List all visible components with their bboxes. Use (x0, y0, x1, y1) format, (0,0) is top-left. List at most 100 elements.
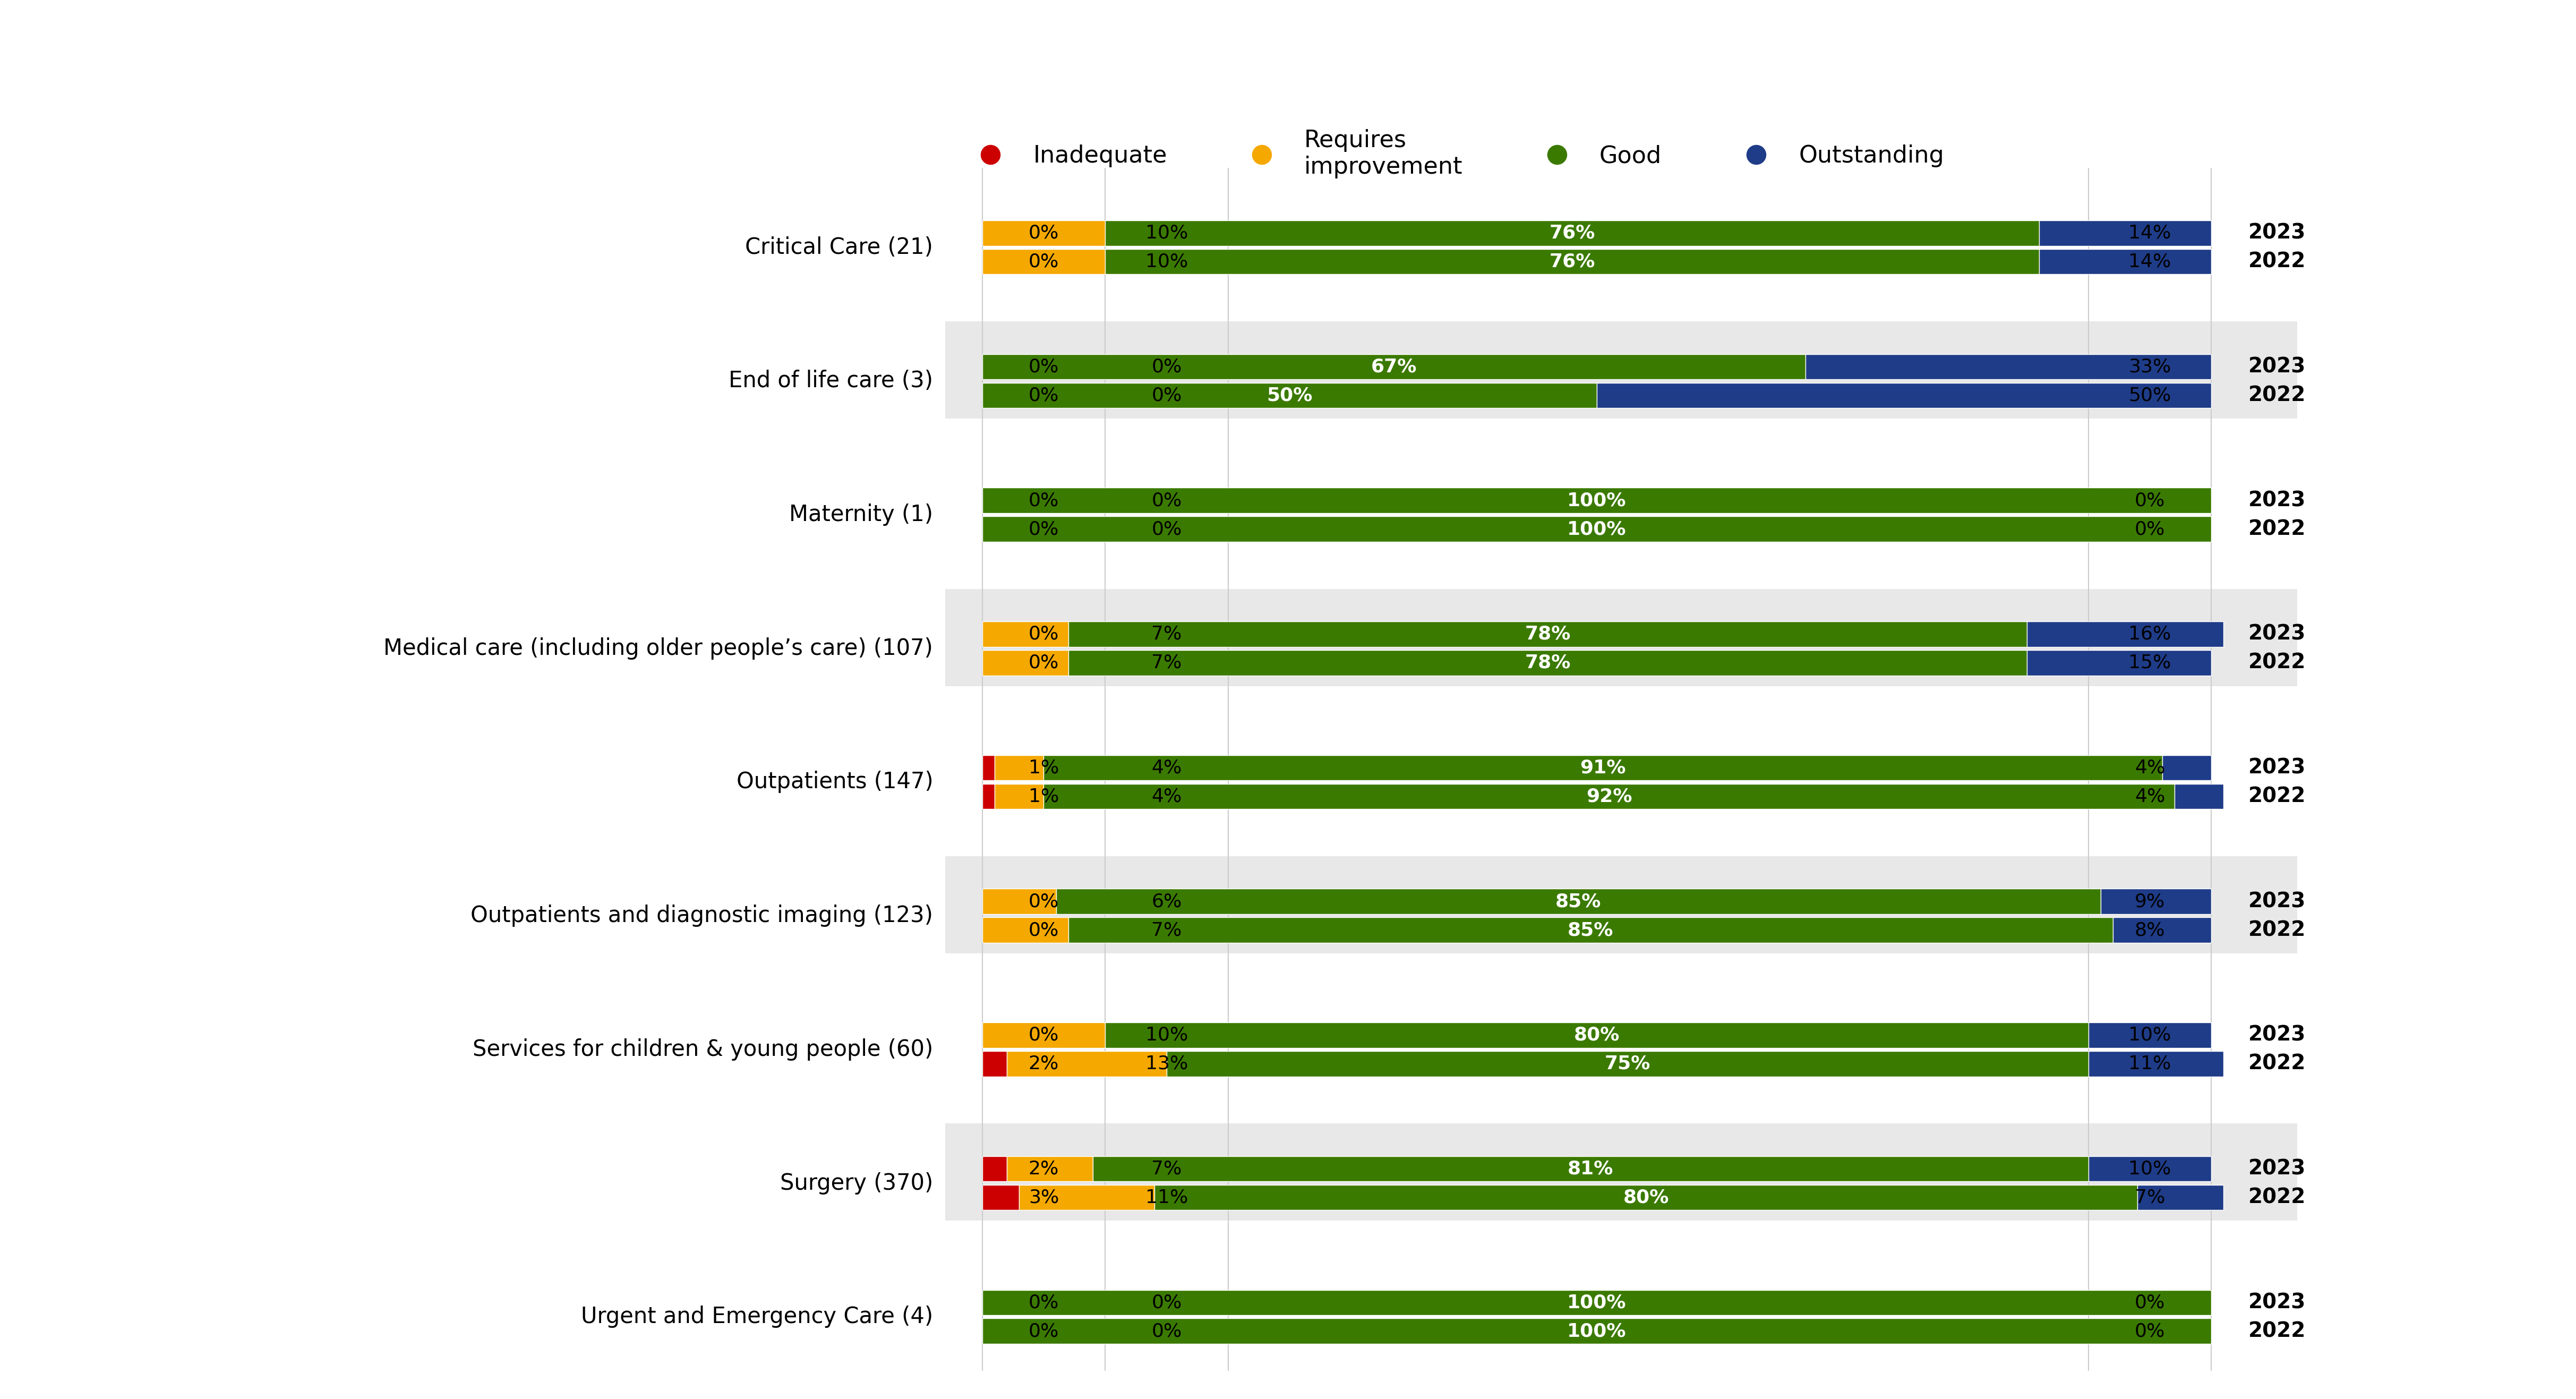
Bar (1043, 755, 2161, 781)
Text: 2023: 2023 (2249, 891, 2306, 912)
Text: 2022: 2022 (2249, 786, 2306, 806)
Bar (1056, 888, 2099, 914)
Text: 0%: 0% (2136, 520, 2164, 539)
Text: 10%: 10% (1146, 1025, 1188, 1044)
Text: 0%: 0% (1028, 893, 1059, 911)
Text: 3%: 3% (1028, 1188, 1059, 1206)
Text: 10%: 10% (2128, 1025, 2172, 1044)
Text: 4%: 4% (1151, 758, 1182, 776)
Text: 15%: 15% (2128, 653, 2172, 672)
Legend: Inadequate, Requires
improvement, Good, Outstanding: Inadequate, Requires improvement, Good, … (958, 119, 1953, 187)
Text: 2023: 2023 (2249, 1293, 2306, 1312)
Text: 76%: 76% (1548, 224, 1595, 242)
FancyBboxPatch shape (945, 856, 2298, 953)
Text: End of life care (3): End of life care (3) (729, 369, 933, 392)
Text: Services for children & young people (60): Services for children & young people (60… (471, 1038, 933, 1060)
Bar (981, 1185, 1020, 1210)
Text: 2022: 2022 (2249, 519, 2306, 539)
Bar (981, 783, 994, 809)
Text: 80%: 80% (1574, 1025, 1620, 1044)
Text: 2022: 2022 (2249, 252, 2306, 271)
Text: 0%: 0% (1028, 1294, 1059, 1311)
Text: 50%: 50% (2128, 386, 2172, 404)
Text: 13%: 13% (1146, 1055, 1188, 1073)
Bar (2040, 221, 2210, 246)
Text: 7%: 7% (1151, 653, 1182, 672)
Text: 0%: 0% (1151, 491, 1182, 509)
Bar (994, 783, 1043, 809)
Text: 2022: 2022 (2249, 1053, 2306, 1074)
Bar (981, 1156, 1007, 1182)
Text: 0%: 0% (1151, 1322, 1182, 1340)
Text: 0%: 0% (1028, 224, 1059, 242)
Text: 0%: 0% (2136, 491, 2164, 509)
Text: 76%: 76% (1548, 253, 1595, 270)
Bar (981, 621, 1069, 646)
Bar (1069, 621, 2027, 646)
Bar (2161, 755, 2210, 781)
Bar (1105, 1023, 2089, 1048)
Bar (981, 221, 1105, 246)
FancyBboxPatch shape (945, 722, 2298, 820)
Bar (981, 383, 1597, 409)
Text: 4%: 4% (2136, 788, 2164, 806)
Text: 33%: 33% (2128, 358, 2172, 376)
Text: Maternity (1): Maternity (1) (788, 504, 933, 526)
Text: 16%: 16% (2128, 625, 2172, 644)
Bar (1007, 1051, 1167, 1076)
Text: 2%: 2% (1028, 1055, 1059, 1073)
Text: 100%: 100% (1566, 1294, 1625, 1311)
Bar (1007, 1156, 1092, 1182)
Text: 4%: 4% (1151, 788, 1182, 806)
Bar (981, 651, 1069, 676)
FancyBboxPatch shape (945, 589, 2298, 686)
Text: 10%: 10% (2128, 1160, 2172, 1178)
Text: 0%: 0% (1028, 921, 1059, 939)
Bar (2174, 783, 2223, 809)
Text: 0%: 0% (1028, 386, 1059, 404)
Text: 75%: 75% (1605, 1055, 1651, 1073)
Text: 2023: 2023 (2249, 758, 2306, 778)
Bar (2089, 1023, 2210, 1048)
Bar (1105, 221, 2040, 246)
Bar (981, 1290, 2210, 1315)
Text: 85%: 85% (1556, 893, 1602, 911)
Bar (981, 888, 1056, 914)
Bar (1069, 651, 2027, 676)
FancyBboxPatch shape (945, 455, 2298, 553)
Bar (2027, 621, 2223, 646)
Text: 2022: 2022 (2249, 1321, 2306, 1342)
Text: 0%: 0% (1028, 1322, 1059, 1340)
Text: 6%: 6% (1151, 893, 1182, 911)
Bar (981, 1023, 1105, 1048)
Bar (1167, 1051, 2089, 1076)
Text: 0%: 0% (2136, 1322, 2164, 1340)
Bar (981, 755, 994, 781)
Bar (981, 249, 1105, 274)
Bar (2040, 249, 2210, 274)
Text: 78%: 78% (1525, 625, 1571, 644)
Text: 1%: 1% (1028, 758, 1059, 776)
Text: 67%: 67% (1370, 358, 1417, 376)
Bar (981, 918, 1069, 943)
Bar (2089, 1156, 2210, 1182)
Text: 4%: 4% (2136, 758, 2164, 776)
FancyBboxPatch shape (945, 1258, 2298, 1354)
Bar (981, 354, 1806, 379)
Text: 14%: 14% (2128, 224, 2172, 242)
Text: 50%: 50% (1267, 386, 1311, 404)
Text: Urgent and Emergency Care (4): Urgent and Emergency Care (4) (582, 1305, 933, 1328)
Text: 0%: 0% (1151, 386, 1182, 404)
Text: 0%: 0% (1028, 625, 1059, 644)
Text: 11%: 11% (2128, 1055, 2172, 1073)
Bar (981, 1051, 1007, 1076)
Bar (1092, 1156, 2089, 1182)
Text: 0%: 0% (1028, 653, 1059, 672)
Text: 78%: 78% (1525, 653, 1571, 672)
Text: 2%: 2% (1028, 1160, 1059, 1178)
Text: 2022: 2022 (2249, 652, 2306, 673)
Bar (2138, 1185, 2223, 1210)
Text: 0%: 0% (1028, 520, 1059, 539)
Text: 2023: 2023 (2249, 357, 2306, 376)
Bar (2112, 918, 2210, 943)
